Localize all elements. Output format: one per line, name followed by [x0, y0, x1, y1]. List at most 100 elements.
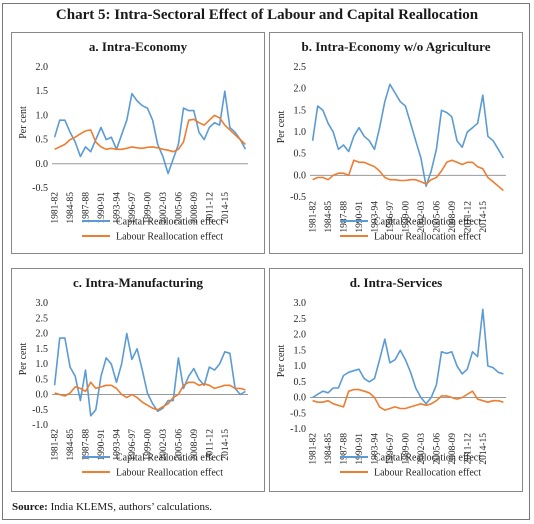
- panel-plot: 3.0 2.5 2.0 1.5 1.0 0.5 0.0 -0.5 -1.0 Per cent 198…: [18, 298, 248, 479]
- y-tick-label: -1.0: [290, 424, 306, 435]
- legend-label: Capital Reallocation effect: [374, 453, 481, 464]
- x-tick-label: 1990-91: [97, 429, 107, 461]
- y-tick-label: 0.0: [294, 393, 307, 404]
- panel-intra-economy-wo-agriculture: b. Intra-Economy w/o Agriculture 2.5 2.0 1…: [269, 32, 523, 254]
- x-tick-label: 2005-06: [432, 433, 442, 465]
- source-text: India KLEMS, authors’ calculations.: [50, 501, 213, 513]
- y-tick-label: 1.0: [36, 359, 49, 370]
- x-tick-label: 1981-82: [309, 433, 319, 465]
- x-tick-label: 1984-85: [66, 429, 76, 461]
- labour-series-line: [312, 388, 504, 411]
- x-tick-label: 1981-82: [51, 429, 61, 461]
- panel-intra-services: d. Intra-Services 3.0 2.5 2.0 1.5 1.0 0.5 0.0 -…: [269, 268, 523, 492]
- y-tick-label: 2.5: [294, 62, 307, 73]
- main-title: Chart 5: Intra-Sectoral Effect of Labour…: [55, 7, 479, 23]
- y-tick-label: 1.5: [36, 344, 49, 355]
- y-tick-label: 0.0: [36, 390, 49, 401]
- y-tick-label: 0.5: [36, 374, 49, 385]
- y-axis-label: Per cent: [18, 343, 29, 376]
- y-tick-label: 2.5: [294, 314, 307, 325]
- capital-series-line: [53, 332, 246, 417]
- x-tick-label: 1996-97: [128, 192, 138, 224]
- x-tick-label: 2014-15: [479, 201, 489, 233]
- panel-intra-economy: a. Intra-Economy 2.0 1.5 1.0 0.5 0.0 -0.5 Per …: [11, 32, 265, 254]
- x-tick-label: 1999-00: [143, 192, 153, 224]
- x-tick-label: 1993-94: [112, 192, 122, 224]
- y-tick-label: 3.0: [294, 298, 307, 309]
- legend-label: Capital Reallocation effect: [374, 217, 481, 228]
- panel-plot: 2.5 2.0 1.5 1.0 0.5 0.0 -0.5 Per cent 1981-82 198…: [276, 62, 506, 243]
- y-tick-label: 0.0: [36, 159, 49, 170]
- x-tick-label: 1987-88: [340, 201, 350, 233]
- y-tick-label: 1.0: [36, 110, 49, 121]
- y-tick-label: 2.0: [294, 330, 307, 341]
- panel-title: a. Intra-Economy: [88, 39, 188, 54]
- x-tick-label: 1993-94: [112, 429, 122, 461]
- y-tick-label: 0.5: [36, 135, 49, 146]
- panel-plot: 3.0 2.5 2.0 1.5 1.0 0.5 0.0 -0.5 -1.0 Per cent 198…: [276, 298, 506, 479]
- x-tick-label: 2002-03: [417, 433, 427, 465]
- legend-label: Capital Reallocation effect: [116, 217, 223, 228]
- y-tick-label: -1.0: [32, 420, 48, 431]
- x-tick-label: 1996-97: [386, 201, 396, 233]
- y-tick-label: 2.0: [36, 62, 49, 73]
- x-tick-label: 2008-09: [190, 192, 200, 224]
- panel-plot: 2.0 1.5 1.0 0.5 0.0 -0.5 Per cent 1981-82 1984-8…: [18, 62, 248, 243]
- x-tick-label: 1984-85: [324, 433, 334, 465]
- panel-intra-manufacturing: c. Intra-Manufacturing 3.0 2.5 2.0 1.5 1.0 0.…: [11, 268, 265, 492]
- y-tick-label: -0.5: [290, 192, 306, 203]
- x-tick-label: 1999-00: [143, 429, 153, 461]
- x-tick-label: 1993-94: [370, 433, 380, 465]
- y-tick-label: 1.5: [294, 105, 307, 116]
- x-tick-label: 2005-06: [174, 429, 184, 461]
- x-tick-label: 2014-15: [221, 429, 231, 461]
- x-tick-label: 1990-91: [97, 192, 107, 224]
- x-tick-label: 1987-88: [82, 429, 92, 461]
- x-tick-label: 1984-85: [324, 201, 334, 233]
- legend-label: Labour Reallocation effect: [374, 468, 481, 479]
- x-tick-label: 1993-94: [370, 201, 380, 233]
- x-tick-label: 2005-06: [174, 192, 184, 224]
- x-tick-label: 2014-15: [479, 433, 489, 465]
- y-tick-label: 2.0: [294, 84, 307, 95]
- y-tick-label: 2.5: [36, 313, 49, 324]
- y-tick-label: -0.5: [32, 183, 48, 194]
- y-tick-label: -0.5: [290, 408, 306, 419]
- x-tick-label: 2002-03: [159, 429, 169, 461]
- y-tick-label: 0.5: [294, 377, 307, 388]
- x-tick-label: 2002-03: [417, 201, 427, 233]
- x-tick-label: 2011-12: [463, 433, 473, 465]
- x-tick-label: 2008-09: [448, 201, 458, 233]
- x-tick-label: 1999-00: [401, 433, 411, 465]
- x-tick-label: 2011-12: [205, 192, 215, 224]
- labour-series-line: [54, 381, 246, 411]
- legend-label: Labour Reallocation effect: [116, 232, 223, 243]
- y-tick-label: -0.5: [32, 405, 48, 416]
- y-axis-label: Per cent: [18, 106, 29, 139]
- y-tick-label: 1.0: [294, 127, 307, 138]
- x-tick-label: 1987-88: [340, 433, 350, 465]
- capital-series-line: [311, 83, 505, 187]
- legend-label: Labour Reallocation effect: [116, 468, 223, 479]
- x-tick-label: 2005-06: [432, 201, 442, 233]
- labour-series-line: [54, 114, 246, 153]
- x-tick-label: 1996-97: [128, 429, 138, 461]
- x-tick-label: 2014-15: [221, 192, 231, 224]
- y-tick-label: 1.5: [294, 345, 307, 356]
- x-tick-label: 2011-12: [205, 429, 215, 461]
- x-tick-label: 1990-91: [355, 433, 365, 465]
- y-tick-label: 0.5: [294, 149, 307, 160]
- panel-title: c. Intra-Manufacturing: [73, 275, 203, 290]
- x-tick-label: 1996-97: [386, 433, 396, 465]
- y-tick-label: 2.0: [36, 329, 49, 340]
- x-tick-label: 1981-82: [51, 192, 61, 224]
- y-tick-label: 0.0: [294, 170, 307, 181]
- source-label: Source:: [12, 501, 48, 513]
- source-note: Source: India KLEMS, authors’ calculatio…: [12, 501, 212, 513]
- capital-series-line: [53, 90, 247, 175]
- legend-label: Labour Reallocation effect: [374, 232, 481, 243]
- x-tick-label: 1981-82: [309, 201, 319, 233]
- capital-series-line: [312, 308, 504, 405]
- y-tick-label: 3.0: [36, 298, 49, 309]
- labour-series-line: [312, 159, 504, 192]
